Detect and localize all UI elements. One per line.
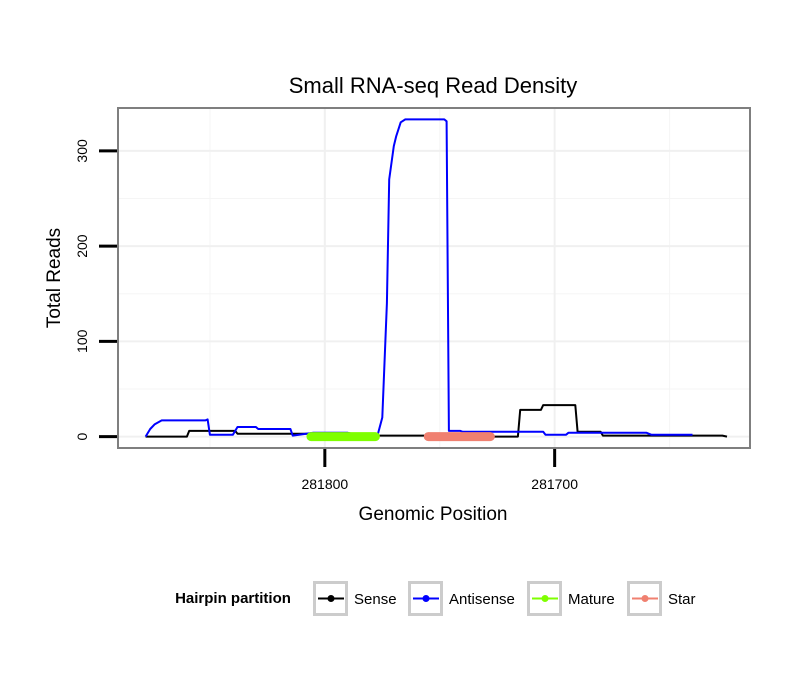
legend-item-sense: Sense <box>313 581 397 616</box>
legend-item-antisense: Antisense <box>408 581 515 616</box>
legend-item-mature: Mature <box>527 581 615 616</box>
x-axis: 281800 281700 <box>301 449 578 492</box>
y-tick-label: 200 <box>74 234 90 258</box>
legend-key-point <box>641 595 649 602</box>
x-axis-title: Genomic Position <box>359 504 508 525</box>
y-axis-title: Total Reads <box>44 228 65 328</box>
legend-label: Star <box>668 591 696 608</box>
legend-key-point <box>422 595 430 602</box>
legend-key-point <box>327 595 335 602</box>
series-line-antisense <box>144 118 693 438</box>
y-axis: 0 100 200 300 <box>74 139 117 440</box>
legend: Hairpin partition Sense Antisense Mature St… <box>175 581 696 616</box>
series-layer <box>144 118 728 442</box>
y-tick-label: 300 <box>74 139 90 163</box>
legend-label: Sense <box>354 591 397 608</box>
plot-panel <box>118 108 750 448</box>
legend-label: Antisense <box>449 591 515 608</box>
legend-item-star: Star <box>627 581 696 616</box>
chart-title: Small RNA-seq Read Density <box>289 73 578 98</box>
y-tick-label: 100 <box>74 329 90 353</box>
legend-key-point <box>541 595 549 602</box>
legend-label: Mature <box>568 591 615 608</box>
grid-minor <box>118 108 750 448</box>
y-tick-label: 0 <box>74 432 90 440</box>
x-tick-label: 281700 <box>531 476 578 492</box>
x-tick-label: 281800 <box>301 476 348 492</box>
legend-title: Hairpin partition <box>175 590 291 607</box>
plot-border <box>117 107 751 449</box>
